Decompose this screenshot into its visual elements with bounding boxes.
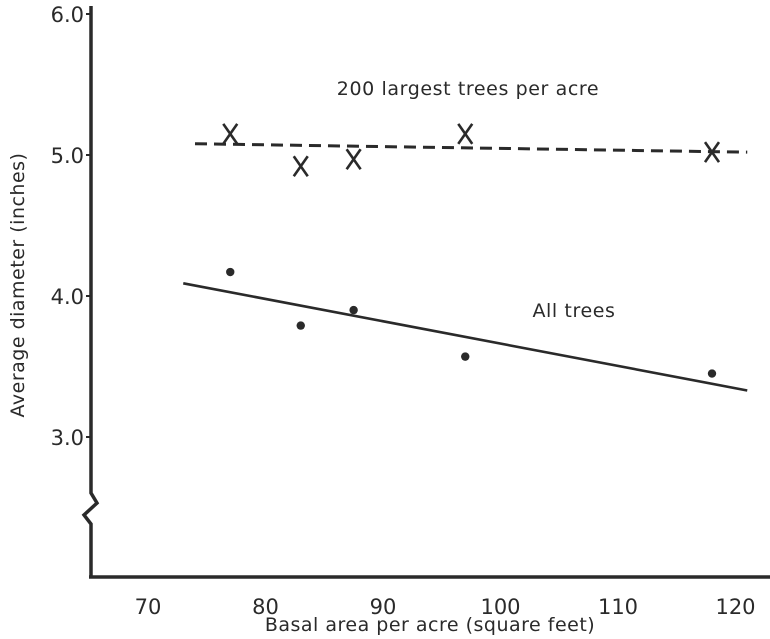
x-stroke xyxy=(345,148,362,170)
annotation-all-trees: All trees xyxy=(532,300,615,322)
y-axis-line xyxy=(81,6,100,577)
data-point-x-marker xyxy=(457,123,474,145)
data-point-dot xyxy=(349,305,358,315)
annotation-largest-trees: 200 largest trees per acre xyxy=(337,78,599,100)
x-stroke xyxy=(222,123,239,145)
data-point-dot xyxy=(707,369,717,378)
data-point-x-marker xyxy=(292,155,309,178)
y-tick-label: 4.0 xyxy=(51,285,84,309)
axes xyxy=(81,6,770,579)
trend-lines xyxy=(183,142,748,392)
x-stroke xyxy=(292,155,309,178)
data-point-dot xyxy=(296,321,305,330)
trend-line-largest-trees xyxy=(194,142,748,154)
x-tick-label: 90 xyxy=(370,595,397,619)
y-tick-label: 3.0 xyxy=(51,426,84,450)
data-point-x-marker xyxy=(703,141,721,163)
x-tick-label: 100 xyxy=(480,595,520,619)
x-tick-label: 70 xyxy=(135,595,162,619)
x-stroke xyxy=(457,123,474,145)
y-tick-label: 5.0 xyxy=(51,144,84,168)
y-tick-label: 6.0 xyxy=(51,3,84,27)
x-tick-label: 120 xyxy=(715,595,755,619)
data-point-dot xyxy=(226,267,235,277)
x-stroke xyxy=(703,141,721,163)
data-point-x-marker xyxy=(222,123,239,145)
data-marks xyxy=(222,123,721,378)
data-point-dot xyxy=(461,352,470,361)
x-tick-label: 110 xyxy=(598,595,638,619)
tick-labels: 70 80 90 100 110 120 3.0 4.0 5.0 6.0 xyxy=(51,3,756,619)
x-tick-label: 80 xyxy=(252,595,279,619)
x-axis-title: Basal area per acre (square feet) xyxy=(265,614,595,636)
data-point-x-marker xyxy=(345,148,362,170)
y-axis-title: Average diameter (inches) xyxy=(7,153,29,418)
trend-line-all-trees xyxy=(183,282,748,392)
